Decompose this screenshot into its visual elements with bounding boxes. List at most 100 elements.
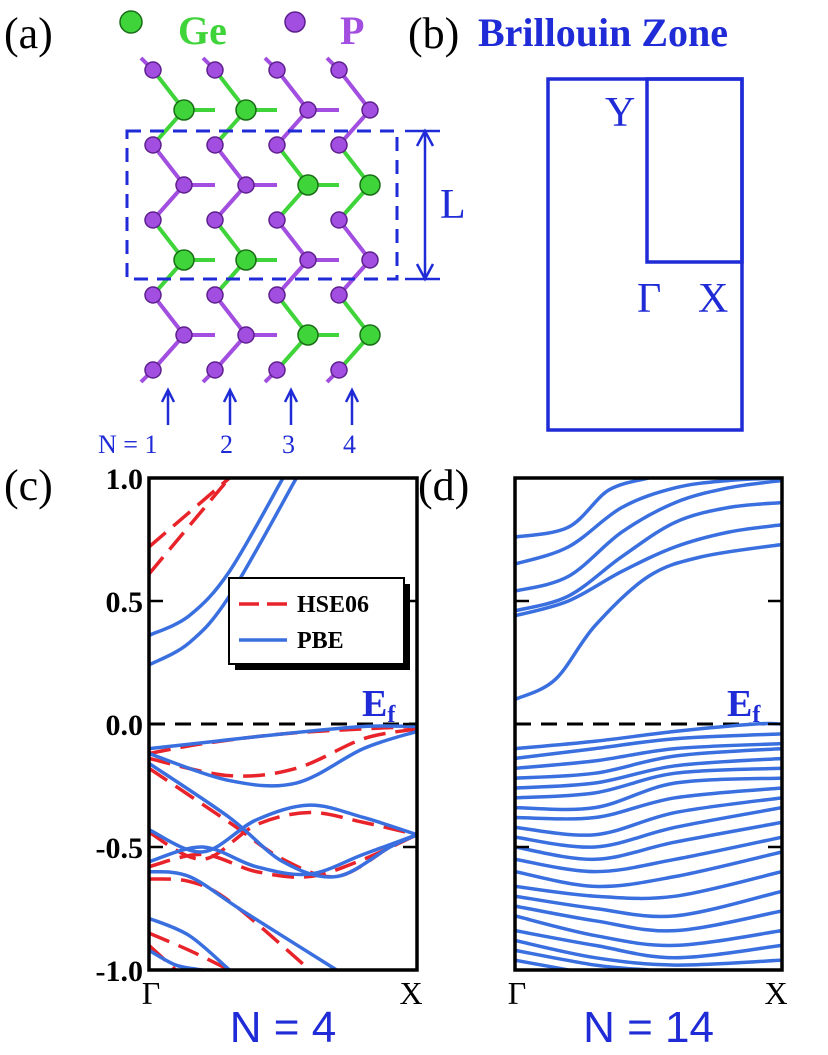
y-tick-label: 0.5 [106, 586, 144, 619]
y-tick-label: 0.0 [106, 709, 144, 742]
chain-index-arrows [160, 387, 360, 425]
bz-title: Brillouin Zone [478, 10, 728, 55]
chain-arrow-head [222, 387, 238, 403]
pbe-band-line [515, 542, 782, 702]
p-atom [175, 176, 193, 194]
p-atom [144, 61, 162, 79]
unit-cell-box [125, 129, 399, 281]
panel-b: (b) Brillouin Zone Y Γ X [408, 9, 744, 432]
bz-point-x: X [698, 276, 728, 322]
panel-title: N = 14 [583, 1003, 714, 1052]
p-atom [268, 211, 286, 229]
p-atom [330, 286, 348, 304]
x-tick-label-gamma: Γ [142, 975, 161, 1011]
ge-atom [297, 324, 319, 346]
x-tick-label-gamma: Γ [508, 975, 527, 1011]
p-atom [144, 211, 162, 229]
fermi-label-sub: f [752, 702, 761, 728]
pbe-band-line [515, 938, 782, 967]
p-atom [330, 136, 348, 154]
p-atom [361, 251, 379, 269]
p-atom [144, 286, 162, 304]
x-tick-label-x: X [764, 975, 787, 1011]
ge-atom [359, 174, 381, 196]
legend-hse06-label: HSE06 [297, 592, 369, 618]
chain-arrow-head [283, 387, 299, 403]
legend-box [228, 577, 405, 665]
hse06-band-line [149, 724, 417, 756]
p-atom [144, 136, 162, 154]
p-atom [268, 286, 286, 304]
pbe-band-line [515, 805, 782, 849]
y-tick-label: 1.0 [106, 463, 144, 496]
pbe-band-line [149, 916, 231, 970]
p-atom [206, 136, 224, 154]
p-atom [206, 286, 224, 304]
p-atom [268, 61, 286, 79]
gep-lattice [139, 56, 381, 384]
hse06-band-line [149, 833, 417, 879]
p-atom [175, 326, 193, 344]
pbe-band-line [515, 928, 782, 960]
pbe-band-line [515, 523, 782, 618]
panel-d-letter: (d) [418, 461, 469, 510]
panel-a: (a) Ge P L N = 1 2 3 4 [4, 8, 466, 459]
hse06-band-line [149, 766, 417, 879]
pbe-band-line [515, 478, 782, 566]
p-atom [268, 361, 286, 379]
pbe-band-line [515, 478, 782, 593]
ge-legend-icon [119, 10, 143, 34]
bz-outer [546, 77, 744, 432]
p-atom [237, 326, 255, 344]
p-atom [330, 361, 348, 379]
band-plot-c: 1.0 0.5 0.0 -0.5 -1.0Γ X Ef N = 4 HSE06 PBE [96, 463, 423, 1052]
pbe-band-line [149, 833, 417, 877]
n-value-2: 2 [220, 430, 233, 459]
panel-c: (c) 1.0 0.5 0.0 -0.5 -1.0Γ X Ef N = 4 HSE06 PBE [4, 461, 423, 1052]
pbe-band-line [515, 904, 782, 933]
bands-group [149, 478, 417, 970]
hse06-band-line [149, 877, 311, 970]
chain-arrow-head [344, 387, 360, 403]
pbe-band-line [149, 803, 417, 854]
pbe-band-line [515, 869, 782, 901]
p-atom [206, 61, 224, 79]
ge-atom [173, 99, 195, 121]
panel-d: (d) Γ X Ef N = 14 [418, 461, 788, 1052]
hse06-band-line [149, 478, 231, 549]
fermi-label: Ef [727, 683, 761, 728]
pbe-band-line [515, 478, 650, 539]
ge-legend-label: Ge [178, 8, 227, 53]
pbe-band-line [515, 756, 782, 790]
x-tick-label-x: X [399, 975, 422, 1011]
hse06-band-line [149, 810, 417, 862]
pbe-band-line [515, 500, 782, 613]
p-atom [144, 361, 162, 379]
pbe-band-line [515, 786, 782, 821]
n-label: N = 1 [98, 430, 157, 459]
p-atom [206, 361, 224, 379]
pbe-band-line [515, 796, 782, 837]
fermi-label-sub: f [387, 702, 396, 728]
fermi-label: Ef [362, 683, 396, 728]
pbe-band-line [149, 761, 417, 879]
p-legend-icon [284, 11, 306, 33]
p-atom [299, 251, 317, 269]
panel-b-letter: (b) [408, 9, 459, 58]
p-atom [206, 211, 224, 229]
pbe-band-line [515, 820, 782, 862]
p-atom [330, 211, 348, 229]
pbe-band-line [149, 478, 285, 638]
bz-point-gamma: Γ [637, 276, 661, 322]
p-atom [268, 136, 286, 154]
ge-atom [173, 249, 195, 271]
pbe-band-line [149, 478, 298, 667]
y-tick-label: -0.5 [96, 832, 144, 865]
arrow-head-down [415, 263, 435, 282]
legend-pbe-label: PBE [297, 628, 344, 654]
p-atom [299, 101, 317, 119]
chain-arrow-head [160, 387, 176, 403]
pbe-band-line [515, 889, 782, 919]
p-atom [330, 61, 348, 79]
